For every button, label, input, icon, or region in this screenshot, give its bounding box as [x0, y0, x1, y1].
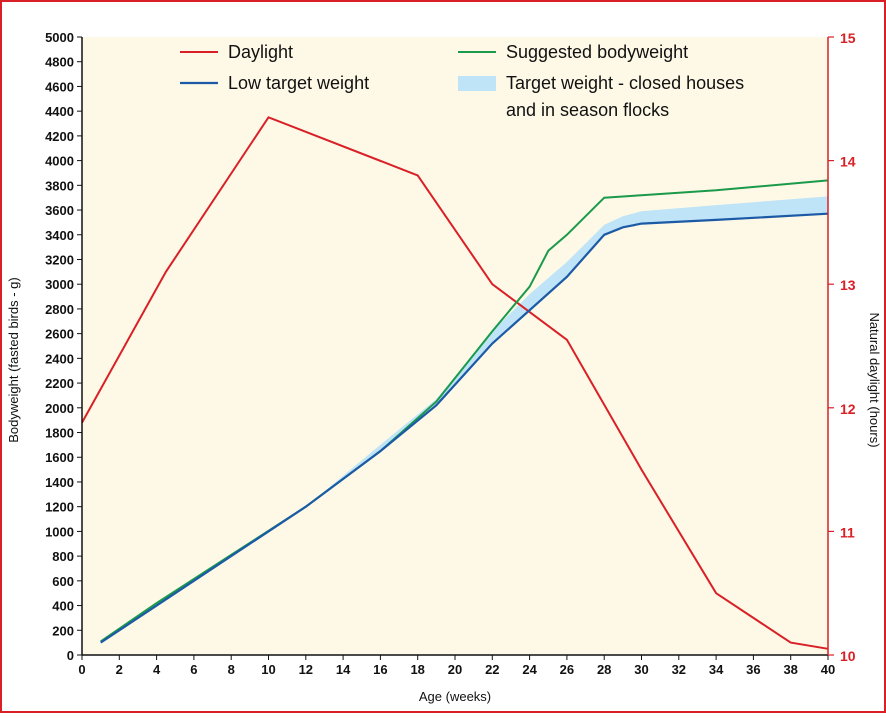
- x-tick-label: 18: [410, 662, 424, 677]
- x-tick-label: 26: [560, 662, 574, 677]
- x-tick-label: 4: [153, 662, 161, 677]
- y-tick-label: 3000: [45, 277, 74, 292]
- low-target-weight-line: [100, 212, 829, 644]
- x-tick-label: 32: [672, 662, 686, 677]
- x-tick-label: 10: [261, 662, 275, 677]
- y2-tick-label: 14: [840, 154, 856, 170]
- legend-band-label-line2: and in season flocks: [506, 100, 669, 120]
- daylight-line: [81, 116, 829, 650]
- x-tick-label: 6: [190, 662, 197, 677]
- y-tick-label: 800: [52, 549, 74, 564]
- y-tick-label: 4200: [45, 129, 74, 144]
- x-tick-label: 20: [448, 662, 462, 677]
- x-tick-label: 16: [373, 662, 387, 677]
- x-tick-label: 14: [336, 662, 351, 677]
- x-tick-label: 30: [634, 662, 648, 677]
- y-tick-label: 1600: [45, 450, 74, 465]
- y2-axis-ticks: 10 11 12 13 14 15: [828, 30, 856, 664]
- legend-band-label: Target weight - closed houses: [506, 73, 744, 93]
- legend-low-target-label: Low target weight: [228, 73, 369, 93]
- x-tick-label: 36: [746, 662, 760, 677]
- y-tick-label: 1000: [45, 524, 74, 539]
- legend-band-swatch: [458, 76, 496, 91]
- x-axis-ticks: 0 2 4 6 8 10 12 14 16 18 20 22 24 26 28 30 32 34 36 38 40: [78, 655, 835, 677]
- x-tick-label: 12: [299, 662, 313, 677]
- legend: Daylight Low target weight Suggested bod…: [180, 42, 744, 120]
- x-tick-label: 40: [821, 662, 835, 677]
- y-tick-label: 600: [52, 574, 74, 589]
- y-tick-label: 3200: [45, 252, 74, 267]
- y-axis-ticks: 0 200 400 600 800 1000 1200 1400 1600 1800 2000 220…: [45, 30, 82, 663]
- x-axis-title: Age (weeks): [419, 689, 491, 704]
- y-tick-label: 5000: [45, 30, 74, 45]
- y-tick-label: 2000: [45, 401, 74, 416]
- x-tick-label: 28: [597, 662, 611, 677]
- y-tick-label: 3400: [45, 228, 74, 243]
- y-tick-label: 4800: [45, 55, 74, 70]
- y-tick-label: 400: [52, 599, 74, 614]
- y-tick-label: 0: [67, 648, 74, 663]
- y-tick-label: 1200: [45, 500, 74, 515]
- x-tick-label: 38: [783, 662, 797, 677]
- y-tick-label: 2600: [45, 327, 74, 342]
- y2-tick-label: 11: [840, 524, 855, 540]
- x-tick-label: 34: [709, 662, 724, 677]
- plot-background: [82, 37, 828, 655]
- y-axis-title: Bodyweight (fasted birds - g): [6, 277, 21, 442]
- y-tick-label: 1400: [45, 475, 74, 490]
- y-tick-label: 200: [52, 623, 74, 638]
- y2-tick-label: 13: [840, 277, 856, 293]
- x-tick-label: 0: [78, 662, 85, 677]
- y-tick-label: 4400: [45, 104, 74, 119]
- y-tick-label: 3600: [45, 203, 74, 218]
- y2-tick-label: 10: [840, 648, 856, 664]
- x-tick-label: 24: [522, 662, 537, 677]
- legend-daylight-label: Daylight: [228, 42, 293, 62]
- y2-axis-title: Natural daylight (hours): [867, 312, 882, 447]
- y-tick-label: 2400: [45, 351, 74, 366]
- x-tick-label: 8: [228, 662, 235, 677]
- legend-suggested-label: Suggested bodyweight: [506, 42, 688, 62]
- y-tick-label: 2800: [45, 302, 74, 317]
- y-tick-label: 3800: [45, 178, 74, 193]
- y2-tick-label: 12: [840, 401, 856, 417]
- y-tick-label: 4000: [45, 154, 74, 169]
- y-tick-label: 1800: [45, 426, 74, 441]
- y2-tick-label: 15: [840, 30, 856, 46]
- x-tick-label: 22: [485, 662, 499, 677]
- y-tick-label: 2200: [45, 376, 74, 391]
- y-tick-label: 4600: [45, 79, 74, 94]
- x-tick-label: 2: [116, 662, 123, 677]
